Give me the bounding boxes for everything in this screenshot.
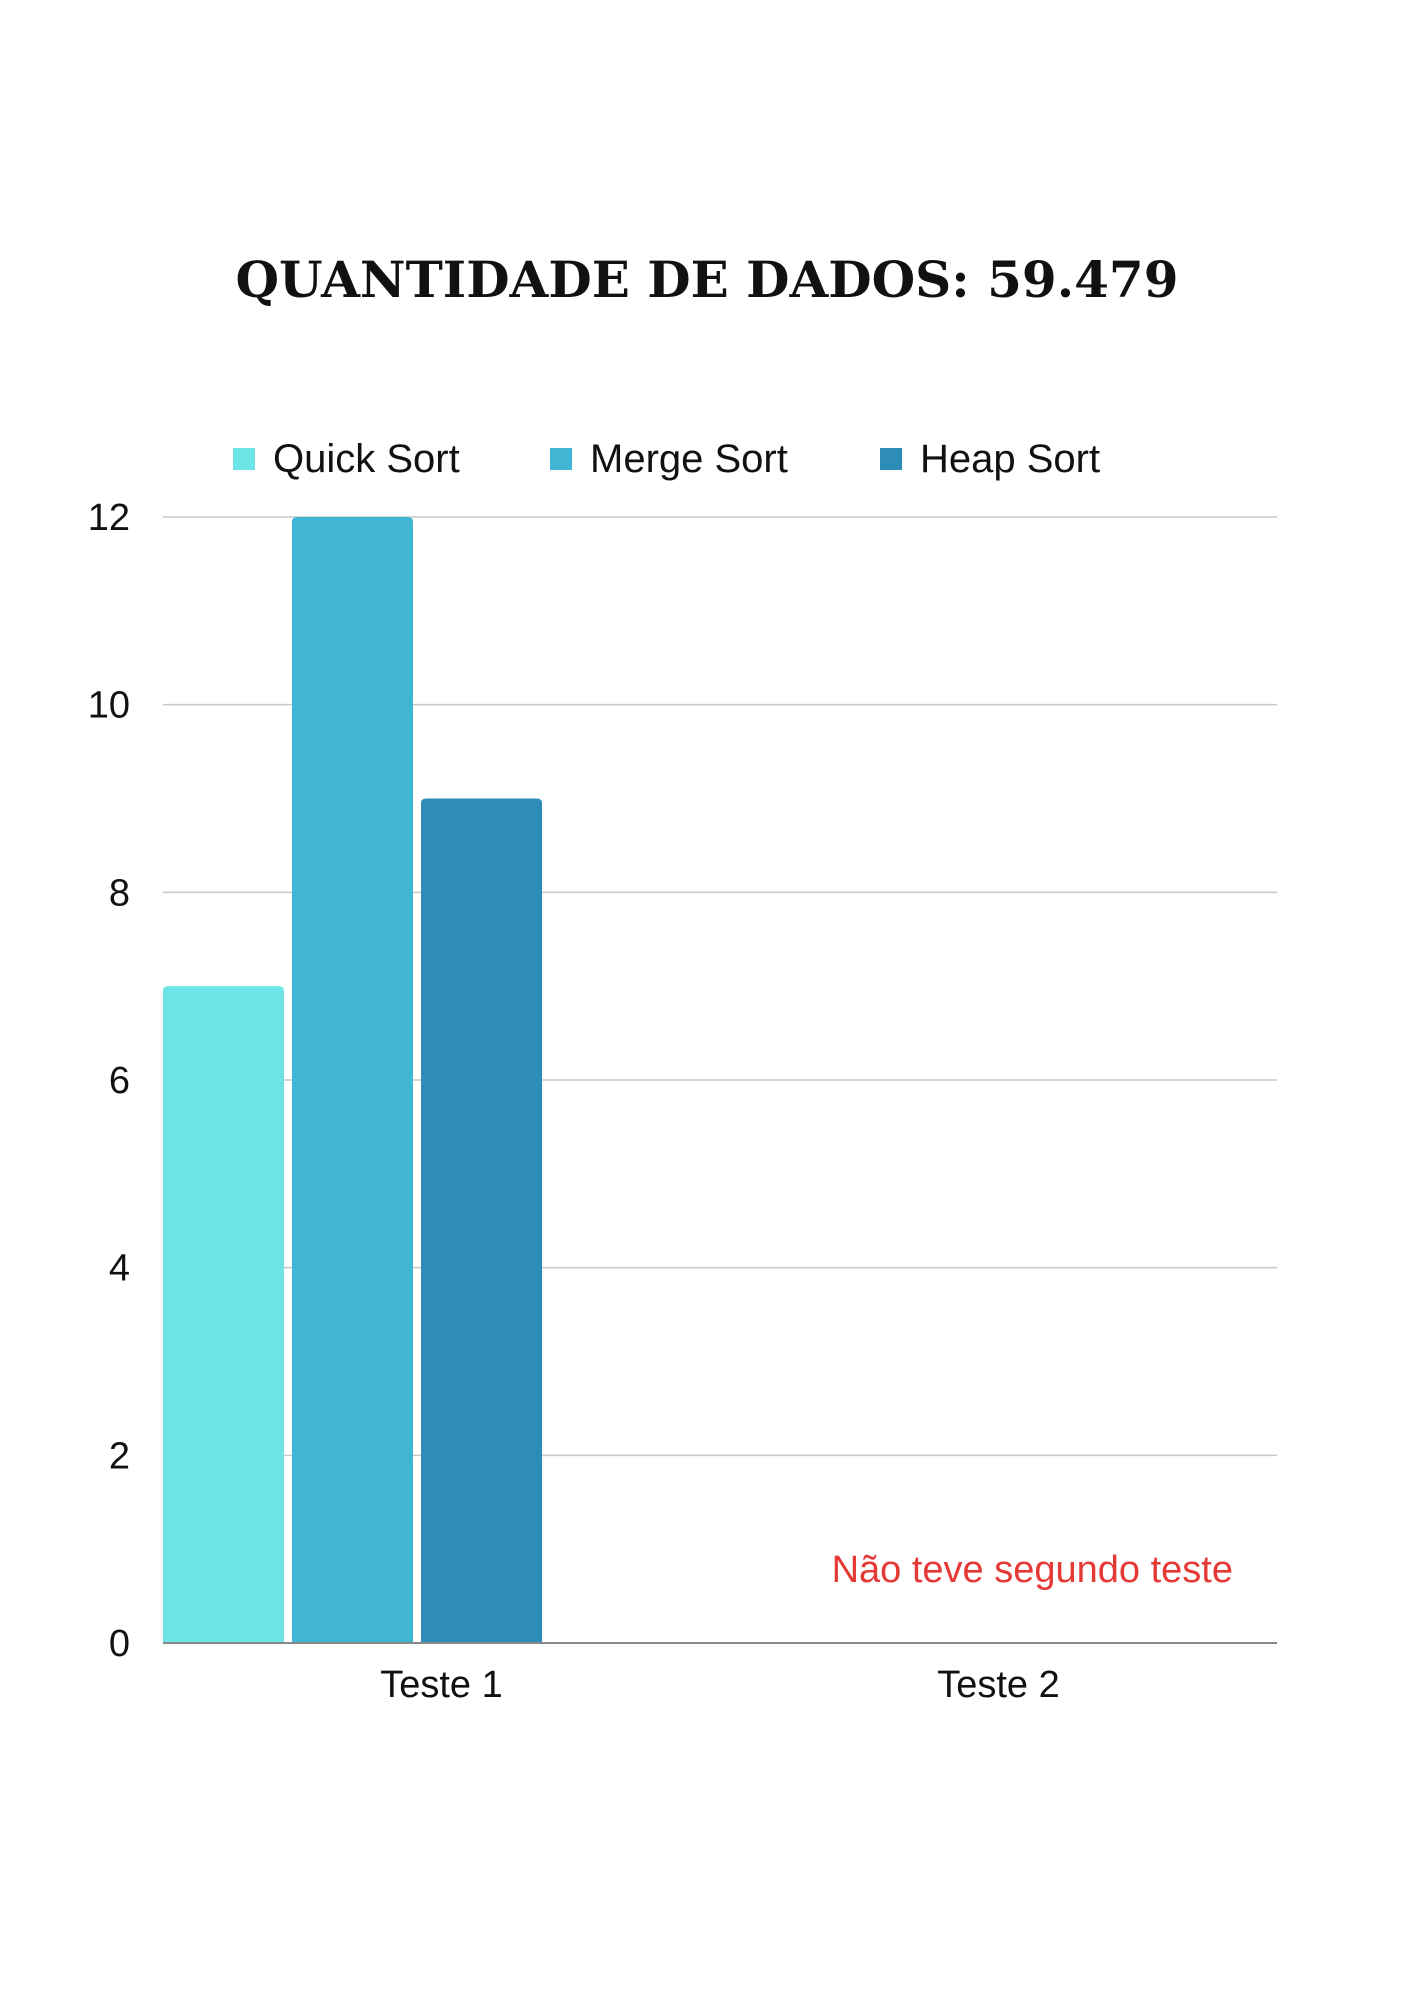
y-tick-label: 8 <box>109 872 130 914</box>
y-tick-label: 12 <box>88 497 130 539</box>
legend-swatch <box>880 448 902 470</box>
bar-merge-sort[interactable] <box>292 517 413 1643</box>
legend-swatch <box>233 448 255 470</box>
legend-item[interactable]: Heap Sort <box>880 437 1100 481</box>
no-second-test-note: Não teve segundo teste <box>832 1549 1233 1591</box>
legend-label: Quick Sort <box>273 437 460 481</box>
chart-title: QUANTIDADE DE DADOS: 59.479 <box>235 250 1179 309</box>
x-category-label: Teste 2 <box>937 1664 1060 1706</box>
y-tick-label: 6 <box>109 1060 130 1102</box>
y-tick-label: 10 <box>88 685 130 727</box>
legend-item[interactable]: Merge Sort <box>550 437 788 481</box>
legend-swatch <box>550 448 572 470</box>
legend-label: Heap Sort <box>920 437 1100 481</box>
bar-heap-sort[interactable] <box>421 798 542 1644</box>
legend[interactable]: Quick Sort Merge Sort Heap Sort <box>233 437 1100 481</box>
x-category-label: Teste 1 <box>380 1664 503 1706</box>
bars <box>163 517 542 1643</box>
y-tick-label: 2 <box>109 1435 130 1477</box>
x-axis-labels: Teste 1 Teste 2 <box>380 1664 1060 1706</box>
legend-label: Merge Sort <box>590 437 788 481</box>
y-axis-ticks: 0 2 4 6 8 10 12 <box>88 497 130 1665</box>
legend-item[interactable]: Quick Sort <box>233 437 460 481</box>
bar-quick-sort[interactable] <box>163 986 284 1643</box>
y-tick-label: 0 <box>109 1623 130 1665</box>
y-tick-label: 4 <box>109 1248 130 1290</box>
